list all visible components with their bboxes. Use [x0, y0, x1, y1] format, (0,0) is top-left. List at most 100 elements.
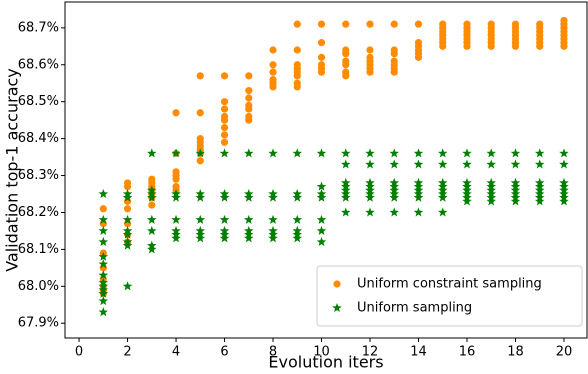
legend-box: [316, 265, 583, 327]
point: [437, 207, 448, 217]
point: [389, 192, 400, 202]
point: [123, 205, 132, 213]
plot-frame: [64, 1, 588, 339]
point: [244, 192, 254, 202]
point: [147, 244, 157, 254]
point: [366, 46, 374, 54]
x-axis-label: Evolution iters: [268, 353, 383, 372]
point: [390, 50, 398, 58]
point: [316, 192, 327, 202]
point: [195, 148, 206, 158]
point: [462, 196, 472, 206]
point: [269, 46, 277, 54]
point: [244, 214, 254, 224]
point: [292, 214, 303, 224]
x-tick-label: 18: [507, 345, 524, 360]
legend-label: Uniform sampling: [357, 301, 472, 316]
point: [148, 201, 156, 209]
x-tick-label: 4: [172, 345, 180, 360]
point: [437, 148, 448, 158]
point: [341, 192, 351, 202]
point: [365, 192, 375, 202]
y-tick-label: 68.6%: [18, 57, 59, 72]
point: [511, 42, 520, 50]
point: [98, 259, 109, 269]
point: [98, 288, 109, 298]
point: [195, 192, 206, 202]
point: [365, 148, 375, 158]
point: [98, 270, 109, 280]
point: [98, 296, 109, 306]
x-tick-label: 12: [362, 345, 379, 360]
point: [413, 192, 424, 202]
point: [463, 42, 471, 50]
point: [437, 192, 448, 202]
point: [341, 207, 351, 217]
point: [122, 214, 133, 224]
point: [534, 159, 545, 169]
point: [414, 20, 423, 28]
point: [559, 159, 569, 169]
legend-marker: [332, 303, 342, 313]
point: [98, 214, 109, 224]
point: [172, 109, 180, 117]
point: [365, 207, 375, 217]
point: [317, 39, 326, 47]
point: [534, 196, 545, 206]
point: [244, 233, 254, 243]
point: [269, 83, 277, 91]
point: [268, 192, 278, 202]
point: [510, 196, 521, 206]
point: [365, 159, 375, 169]
point: [559, 196, 569, 206]
point: [462, 148, 472, 158]
point: [147, 148, 157, 158]
point: [220, 138, 229, 146]
point: [316, 148, 327, 158]
point: [245, 87, 253, 95]
point: [269, 61, 277, 69]
y-tick-label: 68.1%: [18, 242, 59, 257]
point: [534, 148, 545, 158]
x-tick-label: 6: [220, 345, 228, 360]
point: [220, 116, 229, 124]
point: [413, 159, 424, 169]
y-tick-label: 68.5%: [18, 94, 59, 109]
point: [219, 148, 230, 158]
point: [171, 214, 181, 224]
point: [486, 159, 496, 169]
point: [316, 214, 327, 224]
point: [390, 20, 398, 28]
point: [366, 68, 374, 76]
y-tick-label: 68.2%: [18, 205, 59, 220]
point: [220, 72, 229, 80]
x-tick-label: 8: [269, 345, 277, 360]
y-tick-label: 68.7%: [18, 20, 59, 35]
point: [293, 46, 301, 54]
point: [342, 61, 350, 69]
point: [316, 237, 327, 247]
point: [195, 214, 206, 224]
x-tick-label: 2: [123, 345, 131, 360]
point: [559, 148, 569, 158]
y-tick-label: 67.9%: [18, 316, 59, 331]
point: [486, 196, 496, 206]
legend-label: Uniform constraint sampling: [357, 277, 542, 292]
point: [220, 105, 229, 113]
point: [269, 68, 277, 76]
point: [122, 229, 133, 239]
point: [414, 53, 423, 61]
point: [389, 159, 400, 169]
point: [220, 98, 229, 106]
point: [147, 214, 157, 224]
x-tick-label: 20: [556, 345, 573, 360]
point: [196, 72, 204, 80]
x-tick-label: 14: [410, 345, 427, 360]
point: [171, 233, 181, 243]
point: [122, 240, 133, 250]
point: [196, 109, 204, 117]
point: [437, 159, 448, 169]
y-tick-label: 68.0%: [18, 279, 59, 294]
point: [341, 159, 351, 169]
